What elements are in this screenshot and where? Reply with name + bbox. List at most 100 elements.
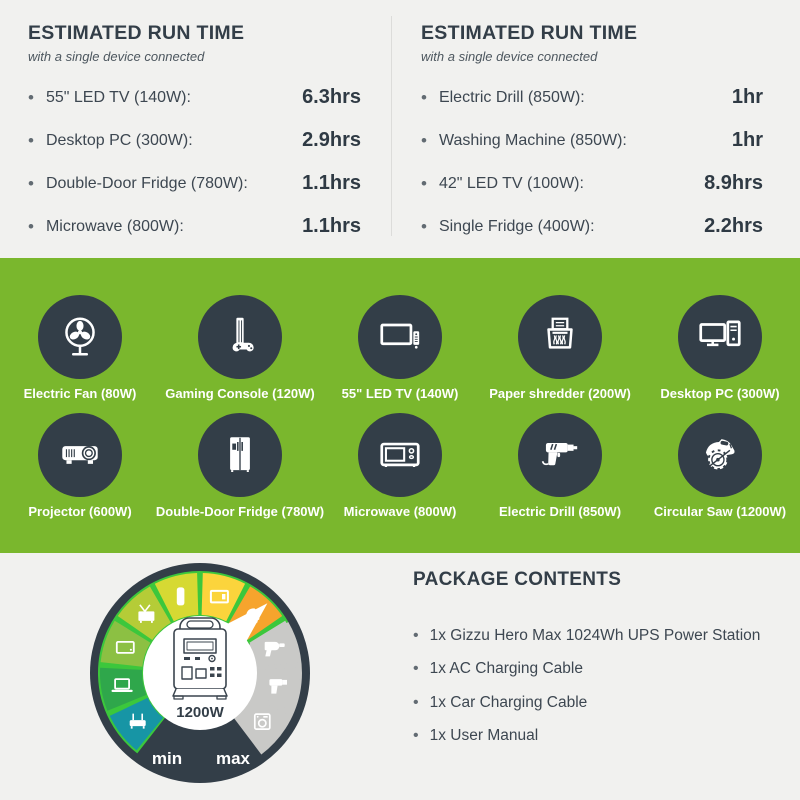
runtime-panel-left: ESTIMATED RUN TIME with a single device … xyxy=(0,16,391,258)
bullet-dot-icon: • xyxy=(413,693,419,711)
device-label: Paper shredder (200W) xyxy=(489,386,631,401)
runtime-title: ESTIMATED RUN TIME xyxy=(421,22,638,44)
device-cell: Projector (600W) xyxy=(0,413,160,520)
device-label: Electric Fan (80W) xyxy=(23,386,137,401)
drill-icon xyxy=(518,413,602,497)
bullet-dot-icon: • xyxy=(413,660,419,678)
package-item: • 1x User Manual xyxy=(413,720,760,754)
package-item: • 1x Car Charging Cable xyxy=(413,686,760,720)
device-name: Single Fridge (400W): xyxy=(438,217,595,235)
gauge-max-label: max xyxy=(216,749,251,768)
device-cell: Circular Saw (1200W) xyxy=(640,413,800,520)
runtime-item: • Single Fridge (400W): 2.2hrs xyxy=(421,205,763,248)
runtime-item: • Microwave (800W): 1.1hrs xyxy=(28,205,361,248)
device-label: Circular Saw (1200W) xyxy=(653,504,787,519)
laptop-icon xyxy=(111,678,133,692)
runtime-list: • Electric Drill (850W): 1hr • Washing Machi… xyxy=(421,76,763,248)
device-name: 42" LED TV (100W): xyxy=(438,174,584,192)
device-cell: Desktop PC (300W) xyxy=(640,295,800,402)
runtime-value: 8.9hrs xyxy=(704,172,763,194)
power-gauge: 1200W min max xyxy=(88,561,312,785)
paper-shredder-icon xyxy=(518,295,602,379)
drill-icon xyxy=(269,679,287,694)
package-item-text: 1x Car Charging Cable xyxy=(429,693,588,711)
runtime-item: • Desktop PC (300W): 2.9hrs xyxy=(28,119,361,162)
gauge-center-label: 1200W xyxy=(176,704,224,721)
gaming-console-icon xyxy=(198,295,282,379)
device-cell: Double-Door Fridge (780W) xyxy=(156,413,324,520)
bullet-dot-icon: • xyxy=(28,217,34,236)
device-label: Desktop PC (300W) xyxy=(660,386,780,401)
device-cell: 55" LED TV (140W) xyxy=(320,295,480,402)
device-cell: Paper shredder (200W) xyxy=(480,295,640,402)
electric-fan-icon xyxy=(38,295,122,379)
package-item-text: 1x Gizzu Hero Max 1024Wh UPS Power Stati… xyxy=(429,626,761,644)
package-item-text: 1x User Manual xyxy=(429,727,539,745)
device-label: 55" LED TV (140W) xyxy=(341,386,459,401)
package-list: • 1x Gizzu Hero Max 1024Wh UPS Power Stat… xyxy=(413,619,760,753)
device-row: Electric Fan (80W) Gaming Console (120W)… xyxy=(0,295,800,402)
runtime-value: 6.3hrs xyxy=(302,86,361,108)
runtime-list: • 55" LED TV (140W): 6.3hrs • Desktop PC (30… xyxy=(28,76,361,248)
tv-icon xyxy=(209,589,229,604)
runtime-value: 2.9hrs xyxy=(302,129,361,151)
device-label: Gaming Console (120W) xyxy=(165,386,315,401)
bottle-icon xyxy=(176,587,185,606)
power-station-drawing xyxy=(172,617,228,700)
runtime-item: • Double-Door Fridge (780W): 1.1hrs xyxy=(28,162,361,205)
router-icon xyxy=(129,713,146,729)
bullet-dot-icon: • xyxy=(421,217,427,236)
hair-dryer-icon xyxy=(264,641,285,657)
desktop-pc-icon xyxy=(678,295,762,379)
package-title: PACKAGE CONTENTS xyxy=(413,569,622,590)
circular-saw-icon xyxy=(678,413,762,497)
device-label: Projector (600W) xyxy=(28,504,132,519)
tv-antenna-icon xyxy=(138,604,155,623)
gauge-segment-bottle xyxy=(154,573,199,622)
runtime-item: • 42" LED TV (100W): 8.9hrs xyxy=(421,162,763,205)
device-name: Electric Drill (850W): xyxy=(438,88,585,106)
device-cell: Gaming Console (120W) xyxy=(160,295,320,402)
bottom-section: 1200W min max PACKAGE CONTENTS • 1x Gizzu H… xyxy=(0,553,800,800)
bullet-dot-icon: • xyxy=(28,131,34,150)
bullet-dot-icon: • xyxy=(28,88,34,107)
device-label: Microwave (800W) xyxy=(343,504,457,519)
device-cell: Microwave (800W) xyxy=(320,413,480,520)
device-name: Desktop PC (300W): xyxy=(45,131,193,149)
bullet-dot-icon: • xyxy=(421,88,427,107)
device-icon-section: Electric Fan (80W) Gaming Console (120W)… xyxy=(0,258,800,553)
tablet-icon xyxy=(115,641,135,654)
device-cell: Electric Fan (80W) xyxy=(0,295,160,402)
panel-divider xyxy=(391,16,392,236)
led-tv-icon xyxy=(358,295,442,379)
runtime-title: ESTIMATED RUN TIME xyxy=(28,22,245,44)
bullet-dot-icon: • xyxy=(421,131,427,150)
runtime-value: 2.2hrs xyxy=(704,215,763,237)
runtime-item: • Washing Machine (850W): 1hr xyxy=(421,119,763,162)
runtime-item: • 55" LED TV (140W): 6.3hrs xyxy=(28,76,361,119)
device-label: Double-Door Fridge (780W) xyxy=(155,504,325,519)
projector-icon xyxy=(38,413,122,497)
runtime-subtitle: with a single device connected xyxy=(28,49,205,64)
package-item: • 1x Gizzu Hero Max 1024Wh UPS Power Stat… xyxy=(413,619,760,653)
device-name: Washing Machine (850W): xyxy=(438,131,627,149)
bullet-dot-icon: • xyxy=(28,174,34,193)
microwave-icon xyxy=(358,413,442,497)
device-name: 55" LED TV (140W): xyxy=(45,88,191,106)
gauge-segment-washing-machine xyxy=(236,697,291,751)
runtime-panel-right: ESTIMATED RUN TIME with a single device … xyxy=(392,16,800,258)
runtime-section: ESTIMATED RUN TIME with a single device … xyxy=(0,0,800,258)
package-item: • 1x AC Charging Cable xyxy=(413,653,760,687)
device-name: Double-Door Fridge (780W): xyxy=(45,174,248,192)
bullet-dot-icon: • xyxy=(413,727,419,745)
bullet-dot-icon: • xyxy=(413,626,419,644)
device-label: Electric Drill (850W) xyxy=(498,504,622,519)
device-cell: Electric Drill (850W) xyxy=(480,413,640,520)
package-item-text: 1x AC Charging Cable xyxy=(429,660,583,678)
fridge-icon xyxy=(198,413,282,497)
gauge-segment-tablet xyxy=(100,620,151,667)
gauge-min-label: min xyxy=(152,749,182,768)
runtime-subtitle: with a single device connected xyxy=(421,49,598,64)
package-contents: PACKAGE CONTENTS • 1x Gizzu Hero Max 1024… xyxy=(413,569,760,753)
runtime-item: • Electric Drill (850W): 1hr xyxy=(421,76,763,119)
